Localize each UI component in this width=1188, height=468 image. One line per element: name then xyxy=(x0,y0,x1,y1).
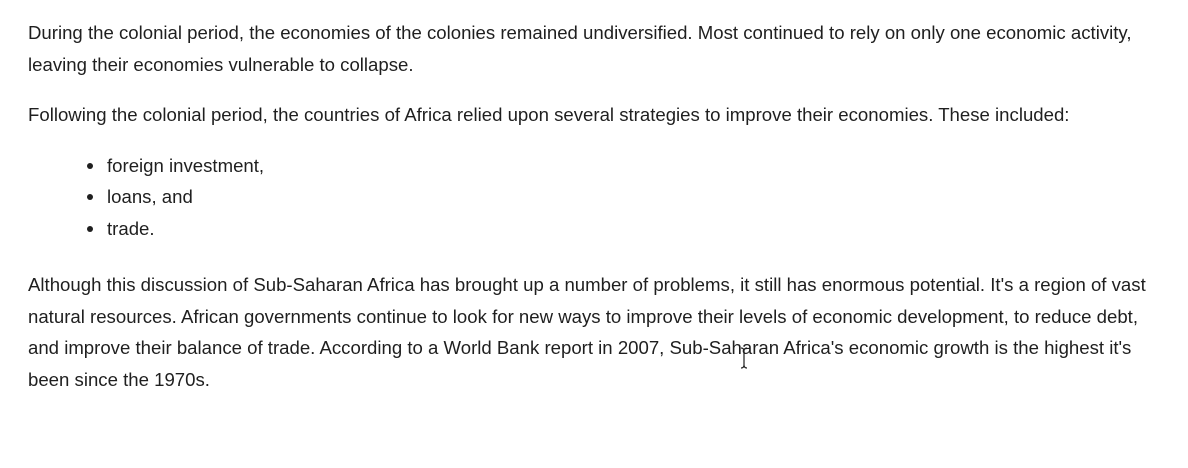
strategies-list: foreign investment, loans, and trade. xyxy=(28,150,1158,245)
paragraph-potential: Although this discussion of Sub-Saharan … xyxy=(28,274,1146,390)
list-item: loans, and xyxy=(87,181,1158,213)
list-item: trade. xyxy=(87,213,1158,245)
paragraph-post-colonial-strategies: Following the colonial period, the count… xyxy=(28,104,1070,125)
article-body: During the colonial period, the economie… xyxy=(28,17,1158,414)
list-item: foreign investment, xyxy=(87,150,1158,182)
paragraph-colonial-economies: During the colonial period, the economie… xyxy=(28,22,1132,75)
